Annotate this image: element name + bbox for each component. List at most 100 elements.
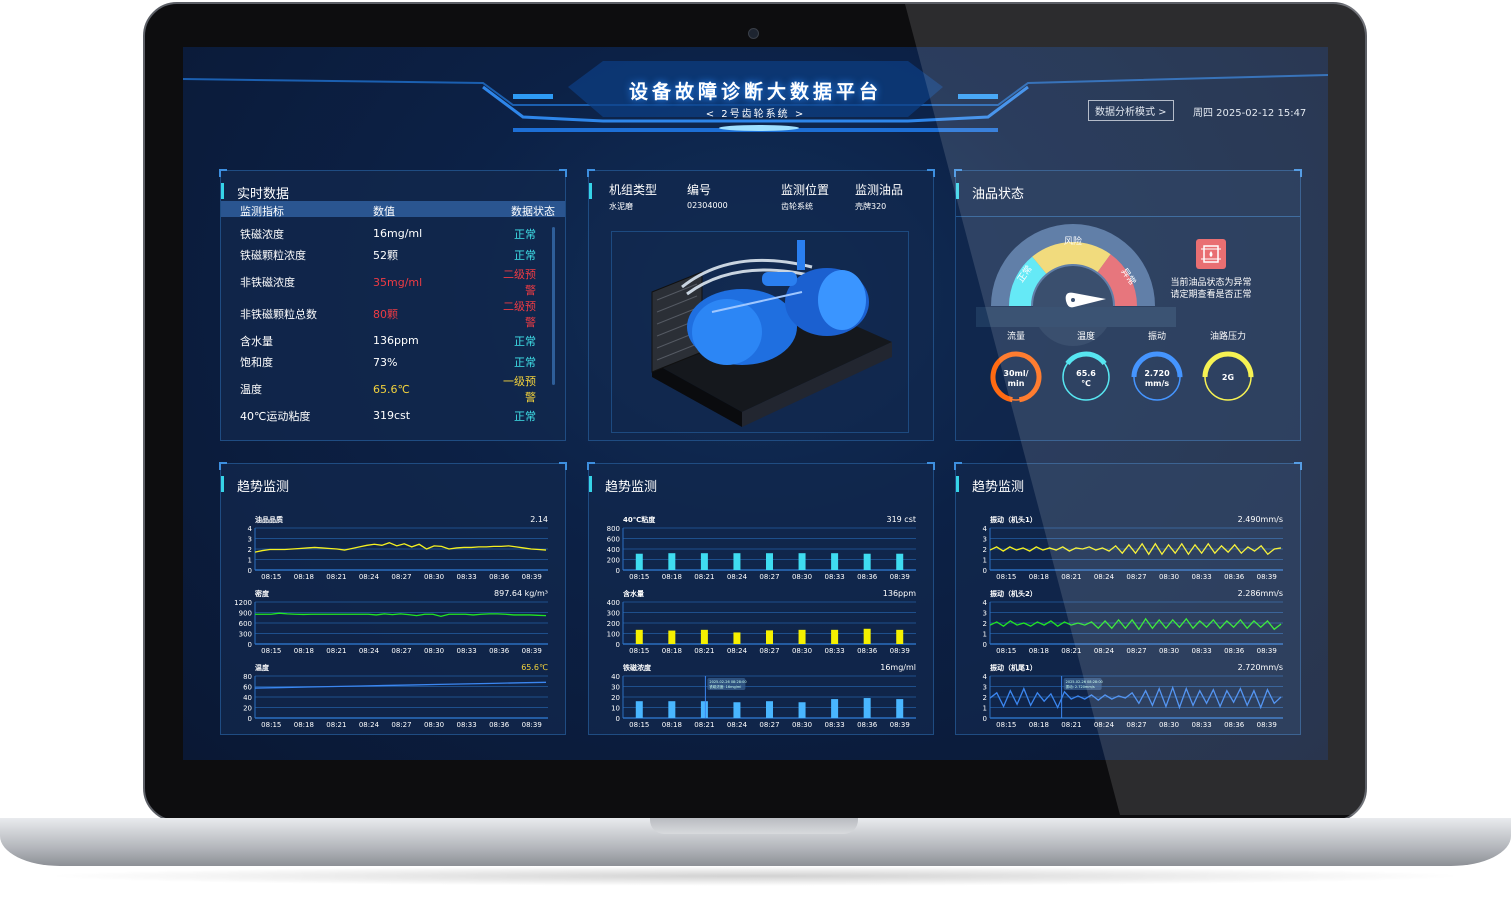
x-tick-label: 08:18 [1029, 573, 1049, 581]
field-value: 02304000 [687, 201, 728, 210]
analysis-mode-button[interactable]: 数据分析模式 > [1088, 100, 1174, 121]
x-tick-label: 08:24 [1094, 647, 1115, 655]
trend-chart[interactable]: 振动（机头2） 2.286mm/s 0 1 2 3 4 08:15 08:18 08:21 08:2… [983, 589, 1283, 655]
bar[interactable] [668, 701, 676, 718]
y-tick-label: 2 [983, 546, 987, 554]
x-tick-label: 08:30 [792, 647, 812, 655]
x-tick-label: 08:39 [522, 647, 542, 655]
y-tick-label: 4 [248, 525, 253, 533]
bar[interactable] [635, 553, 643, 570]
trend-charts: 振动（机头1） 2.490mm/s 0 1 2 3 4 08:15 08:18 08:21 08:2… [983, 515, 1283, 729]
bar[interactable] [700, 701, 708, 718]
y-tick-label: 10 [611, 705, 620, 713]
oil-alert-message: 当前油品状态为异常 请定期查看是否正常 [1156, 277, 1266, 301]
col-status: 数据状态 [511, 205, 555, 218]
field-value: 水泥磨 [609, 202, 633, 211]
x-tick-label: 08:18 [294, 721, 314, 729]
trend-chart[interactable]: 振动（机头1） 2.490mm/s 0 1 2 3 4 08:15 08:18 08:21 08:2… [983, 515, 1283, 581]
bar[interactable] [896, 699, 904, 718]
metric-name: 非铁磁颗粒总数 [240, 308, 317, 321]
bar[interactable] [798, 702, 806, 718]
x-tick-label: 08:30 [424, 721, 444, 729]
chart-current-value: 2.490mm/s [1238, 515, 1283, 524]
ring-unit: min [1008, 379, 1025, 388]
bar[interactable] [831, 553, 839, 570]
bar[interactable] [700, 553, 708, 570]
tooltip-text: 铁磁浓度: 16mg/ml [709, 684, 741, 689]
table-row[interactable]: 非铁磁颗粒总数 80颗 二级预警 [240, 298, 536, 330]
table-row[interactable]: 铁磁浓度 16mg/ml 正常 [240, 223, 536, 245]
x-tick-label: 08:30 [792, 721, 812, 729]
y-tick-label: 1200 [234, 599, 252, 607]
x-tick-label: 08:33 [457, 573, 477, 581]
field-value: 壳牌320 [855, 202, 887, 211]
x-tick-label: 08:39 [1257, 647, 1277, 655]
y-tick-label: 0 [616, 715, 620, 723]
bar[interactable] [896, 553, 904, 570]
table-row[interactable]: 铁磁颗粒浓度 52颗 正常 [240, 245, 536, 267]
x-tick-label: 08:36 [489, 573, 510, 581]
unit-info-panel: 机组类型 水泥磨 编号 02304000 监测位置 齿轮系统 监测油品 壳牌320 [587, 169, 935, 441]
table-row[interactable]: 含水量 136ppm 正常 [240, 330, 536, 352]
bar[interactable] [831, 699, 839, 718]
bar[interactable] [668, 553, 676, 570]
y-tick-label: 80 [243, 673, 252, 681]
table-row[interactable]: 40℃运动粘度 319cst 正常 [240, 405, 536, 427]
table-row[interactable]: 饱和度 73% 正常 [240, 352, 536, 374]
bar[interactable] [700, 629, 708, 644]
x-tick-label: 08:21 [326, 647, 346, 655]
trend-chart[interactable]: 含水量 136ppm 0 100 200 300 400 08:15 08:18 08:21 08:… [607, 589, 917, 655]
x-tick-label: 08:21 [1061, 647, 1081, 655]
trend-chart[interactable]: 温度 65.6℃ 0 20 40 60 80 08:15 08:18 08:21 08:24 08:2… [243, 663, 548, 729]
ring-unit: mm/s [1145, 379, 1170, 388]
x-tick-label: 08:30 [1159, 721, 1179, 729]
x-tick-label: 08:33 [825, 573, 845, 581]
bar[interactable] [733, 632, 741, 644]
tooltip-time: 2025-02-26 08:28:00 [1066, 680, 1103, 684]
x-tick-label: 08:18 [662, 647, 682, 655]
bar[interactable] [863, 553, 871, 570]
bar[interactable] [798, 553, 806, 570]
x-tick-label: 08:36 [1224, 573, 1245, 581]
table-row[interactable]: 非铁磁浓度 35mg/ml 二级预警 [240, 266, 536, 298]
x-tick-label: 08:15 [629, 573, 649, 581]
ring-gauge [1131, 351, 1183, 403]
trend-chart[interactable]: 振动（机尾1） 2.720mm/s 0 1 2 3 4 08:15 08:18 08:21 08:2… [983, 663, 1283, 729]
trend-chart[interactable]: 40℃粘度 319 cst 0 200 400 600 800 08:15 08:18 08:21… [607, 515, 916, 581]
bar[interactable] [831, 629, 839, 644]
bar[interactable] [733, 553, 741, 570]
bar[interactable] [733, 702, 741, 718]
bar[interactable] [635, 701, 643, 718]
bar[interactable] [766, 630, 773, 644]
system-selector[interactable]: < 2号齿轮系统 > [705, 109, 806, 120]
ring-label: 流量 [1007, 330, 1025, 342]
y-tick-label: 1 [983, 557, 987, 565]
table-row[interactable]: 温度 65.6℃ 一级预警 [240, 373, 536, 405]
title-accent [589, 183, 592, 199]
trend-chart[interactable]: 铁磁浓度 16mg/ml 0 10 20 30 40 08:15 08:18 08:21 08:24… [611, 663, 916, 729]
bar[interactable] [896, 629, 904, 644]
ring-label: 油路压力 [1210, 330, 1246, 342]
y-tick-label: 4 [983, 525, 988, 533]
bar[interactable] [863, 698, 871, 718]
trend-chart[interactable]: 油品品质 2.14 0 1 2 3 4 08:15 08:18 08:21 08:24 08:27 08… [248, 515, 548, 581]
panel-title: 实时数据 [237, 187, 290, 202]
dashboard-screen: 设备故障诊断大数据平台 < 2号齿轮系统 > 数据分析模式 > 周四 2025-… [183, 47, 1328, 760]
oil-barrel-icon [1196, 239, 1226, 269]
field-label: 机组类型 [609, 183, 658, 197]
ring-value: 2G [1222, 373, 1234, 382]
chart-title: 温度 [255, 663, 270, 672]
bar[interactable] [766, 701, 773, 718]
bar[interactable] [766, 553, 773, 570]
y-tick-label: 600 [607, 536, 620, 544]
bar[interactable] [635, 629, 643, 644]
trend-chart[interactable]: 密度 897.64 kg/m³ 0 300 600 900 1200 08:15 08:18 08… [234, 589, 548, 655]
bar[interactable] [668, 630, 676, 644]
bar[interactable] [798, 629, 806, 644]
x-tick-label: 08:21 [326, 573, 346, 581]
scrollbar[interactable] [552, 227, 555, 385]
bar[interactable] [863, 628, 871, 644]
